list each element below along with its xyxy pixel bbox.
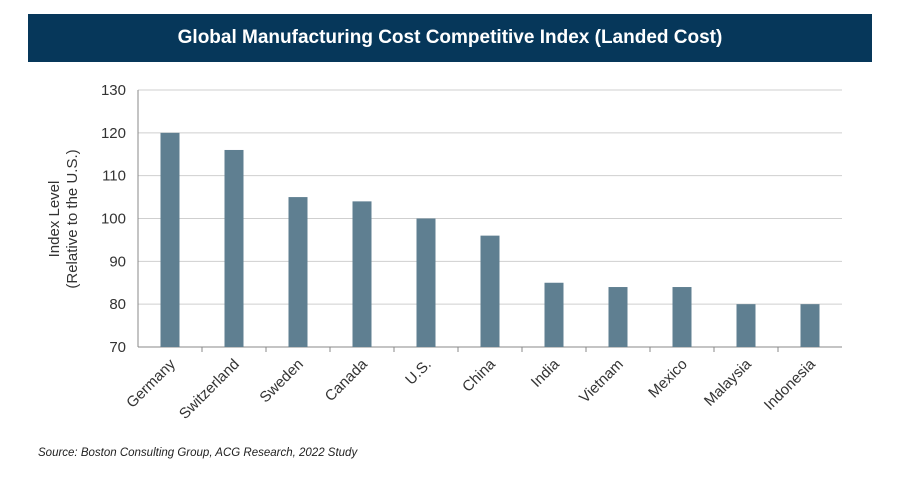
bar-malaysia [736,304,756,347]
x-tick-label: Indonesia [761,355,819,413]
y-axis-label: Index Level [46,181,63,258]
x-tick-label: Switzerland [176,356,243,423]
bar-indonesia [800,304,820,347]
y-tick-label: 120 [101,125,126,142]
x-tick-label: Canada [322,355,372,405]
bar-china [480,235,500,347]
y-tick-label: 130 [101,82,126,99]
bar-vietnam [608,287,628,347]
x-tick-label: India [528,355,563,390]
x-tick-label: Mexico [645,356,691,402]
bar-mexico [672,287,692,347]
bar-us [416,218,436,347]
y-tick-label: 90 [109,253,126,270]
bar-india [544,282,564,347]
y-tick-label: 110 [102,168,126,185]
y-tick-label: 70 [109,339,126,356]
bar-switzerland [224,149,244,347]
y-axis-label-sub: (Relative to the U.S.) [64,149,81,288]
x-tick-label: Vietnam [576,356,627,407]
x-tick-label: Germany [123,355,179,411]
x-tick-label: Sweden [256,356,306,406]
bar-canada [352,201,372,347]
y-tick-label: 80 [109,296,126,313]
chart-title-banner: Global Manufacturing Cost Competitive In… [28,14,872,62]
y-tick-label: 100 [101,211,126,228]
chart-title: Global Manufacturing Cost Competitive In… [177,27,723,48]
bar-sweden [288,197,308,347]
x-tick-label: Malaysia [701,355,755,409]
source-note: Source: Boston Consulting Group, ACG Res… [38,447,358,459]
x-tick-label: China [459,355,499,395]
bar-germany [160,132,180,347]
x-tick-label: U.S. [402,356,435,389]
